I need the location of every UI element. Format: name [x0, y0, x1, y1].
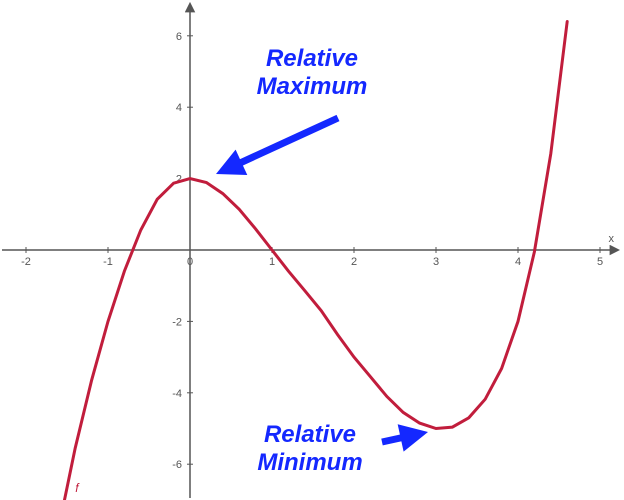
y-tick-label: -6	[172, 459, 182, 471]
y-tick-label: 6	[176, 31, 182, 43]
chart-container: -2-1012345-6-4-2246xfRelativeMaximumRela…	[0, 0, 624, 500]
y-tick-label: 4	[176, 102, 182, 114]
x-tick-label: 5	[597, 256, 603, 268]
y-tick-label: -4	[172, 388, 182, 400]
x-tick-label: 3	[433, 256, 439, 268]
relative-minimum-label-line2: Minimum	[257, 449, 362, 476]
x-tick-label: 0	[187, 256, 193, 268]
chart-svg: -2-1012345-6-4-2246xfRelativeMaximumRela…	[0, 0, 624, 500]
relative-maximum-label-line2: Maximum	[257, 73, 368, 100]
function-label: f	[75, 481, 80, 495]
x-tick-label: -1	[103, 256, 113, 268]
x-tick-label: 1	[269, 256, 275, 268]
relative-minimum-label-line1: Relative	[264, 421, 356, 448]
x-axis-label: x	[609, 233, 615, 245]
x-tick-label: 4	[515, 256, 521, 268]
relative-maximum-arrow-shaft	[236, 118, 338, 165]
x-tick-label: -2	[21, 256, 31, 268]
relative-minimum-arrow-head	[398, 424, 428, 451]
y-tick-label: -2	[172, 316, 182, 328]
relative-maximum-label-line1: Relative	[266, 45, 358, 72]
x-tick-label: 2	[351, 256, 357, 268]
